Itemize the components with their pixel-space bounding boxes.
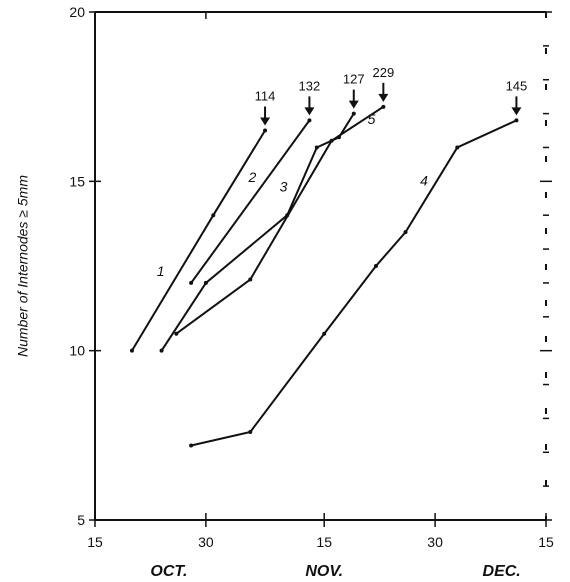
y-axis-title: Number of Internodes ≥ 5mm — [15, 175, 31, 357]
data-point — [189, 280, 194, 285]
series-layer: 1 114 2 132 3 127 5 229 4 145 — [129, 65, 528, 448]
series-label: 1 — [157, 263, 165, 279]
y-tick-label: 20 — [69, 4, 85, 20]
series-annotation: 229 — [372, 65, 394, 80]
data-point — [314, 145, 319, 150]
y-tick-label: 5 — [77, 512, 85, 528]
series-annotation: 127 — [343, 72, 365, 87]
data-point — [174, 331, 179, 336]
data-point — [248, 277, 253, 282]
data-point — [159, 348, 164, 353]
data-point — [403, 230, 408, 235]
x-tick-label: 15 — [87, 534, 103, 550]
series-label: 2 — [248, 169, 257, 185]
data-point — [211, 213, 216, 218]
series-1: 1 114 — [129, 89, 276, 353]
x-month-label: DEC. — [483, 563, 521, 580]
series-label: 5 — [368, 111, 376, 127]
arrow-head-icon — [378, 93, 389, 102]
data-point — [351, 111, 356, 116]
x-tick-label: 15 — [538, 534, 554, 550]
arrow-head-icon — [304, 107, 315, 116]
series-line — [190, 119, 311, 284]
series-4: 4 145 — [189, 78, 528, 448]
x-tick-label: 30 — [198, 534, 214, 550]
arrow-head-icon — [348, 100, 359, 109]
series-annotation: 114 — [255, 89, 276, 104]
plot-frame — [94, 11, 547, 521]
series-label: 4 — [420, 173, 428, 189]
arrow-head-icon — [511, 107, 522, 116]
data-point — [373, 264, 378, 268]
series-annotation: 132 — [299, 78, 321, 93]
series-2: 2 132 — [189, 78, 320, 285]
series-5: 5 229 — [174, 65, 394, 336]
data-point — [263, 128, 268, 133]
data-point — [189, 443, 194, 448]
y-tick-label: 15 — [69, 173, 85, 189]
series-line — [160, 113, 355, 352]
series-annotation: 145 — [506, 78, 528, 93]
y-tick-label: 10 — [69, 343, 85, 359]
data-point — [203, 280, 208, 285]
series-line — [175, 105, 384, 335]
data-point — [455, 145, 460, 150]
data-point — [129, 348, 134, 353]
data-point — [514, 118, 519, 123]
series-label: 3 — [280, 178, 288, 194]
x-tick-label: 30 — [427, 534, 443, 550]
data-point — [322, 331, 327, 336]
data-point — [381, 104, 386, 109]
data-point — [329, 138, 334, 143]
arrow-head-icon — [260, 117, 271, 126]
x-tick-label: 15 — [316, 534, 332, 550]
x-month-label: NOV. — [305, 563, 343, 580]
x-month-label: OCT. — [150, 563, 187, 580]
series-line — [190, 119, 517, 447]
data-point — [307, 118, 312, 123]
series-3: 3 127 — [159, 72, 365, 353]
data-point — [248, 429, 253, 434]
